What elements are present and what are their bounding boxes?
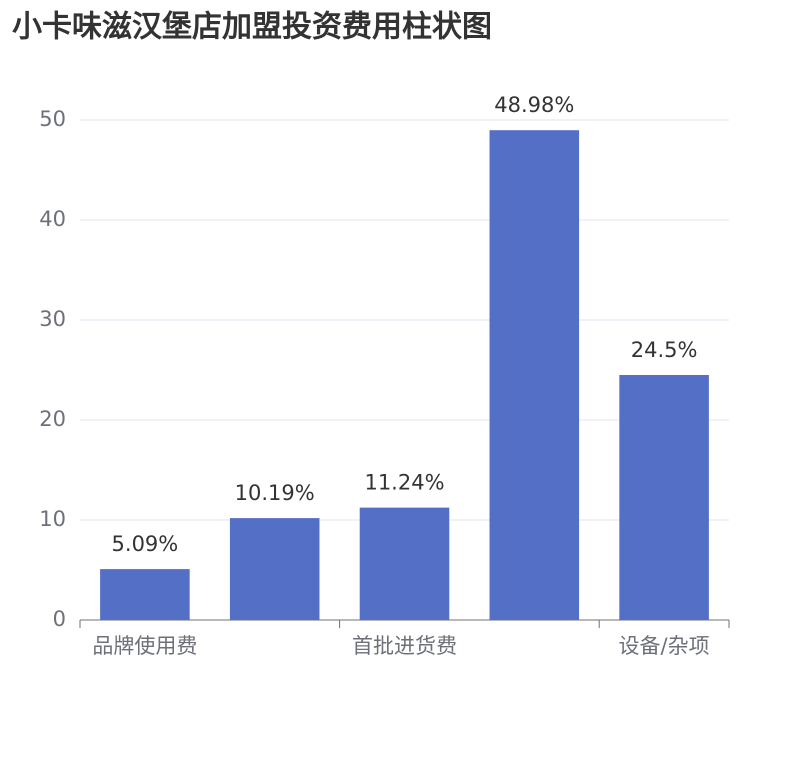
value-label: 24.5% xyxy=(631,338,698,362)
bar xyxy=(100,569,190,620)
value-label: 11.24% xyxy=(364,471,444,495)
bar xyxy=(619,375,709,620)
y-tick-label: 50 xyxy=(39,107,66,131)
bar xyxy=(359,507,450,620)
value-label: 48.98% xyxy=(494,93,574,117)
value-label: 10.19% xyxy=(235,481,315,505)
x-tick-label: 品牌使用费 xyxy=(92,634,197,658)
y-tick-label: 30 xyxy=(39,307,66,331)
x-tick-label: 设备/杂项 xyxy=(619,634,710,658)
value-label: 5.09% xyxy=(112,532,179,556)
bar xyxy=(489,130,580,620)
x-tick-label: 首批进货费 xyxy=(352,634,457,658)
chart-title: 小卡味滋汉堡店加盟投资费用柱状图 xyxy=(12,10,492,45)
y-tick-label: 40 xyxy=(39,207,66,231)
bar xyxy=(229,518,320,620)
y-tick-label: 0 xyxy=(53,607,66,631)
y-tick-label: 10 xyxy=(39,507,66,531)
y-tick-label: 20 xyxy=(39,407,66,431)
